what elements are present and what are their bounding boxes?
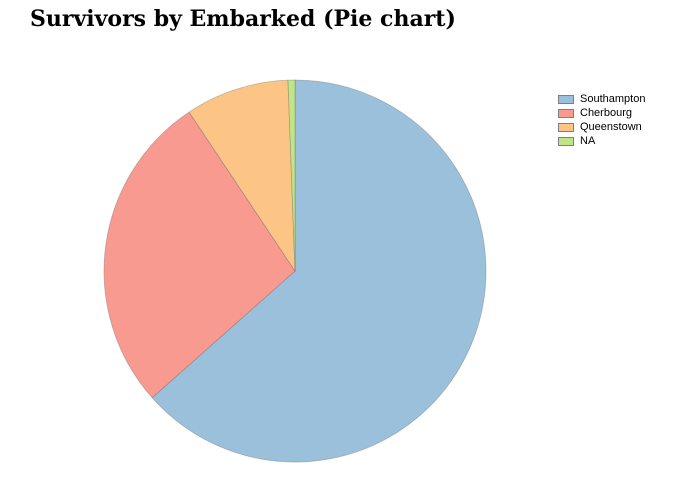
legend-item-queenstown: Queenstown [558,120,645,134]
legend-item-cherbourg: Cherbourg [558,106,645,120]
pie-slice-queenstown [188,79,296,273]
pie-slice-na [287,79,296,272]
pie-slice-southampton [151,79,487,463]
pie-slice-cherbourg [103,111,296,399]
legend-swatch-southampton [558,94,574,104]
legend-label-southampton: Southampton [580,93,646,105]
legend-swatch-cherbourg [558,108,574,118]
legend: Southampton Cherbourg Queenstown NA [558,92,645,148]
legend-swatch-na [558,136,574,146]
legend-label-queenstown: Queenstown [580,121,642,133]
pie-slices [103,79,487,463]
legend-item-na: NA [558,134,645,148]
chart-title: Survivors by Embarked (Pie chart) [30,6,456,32]
legend-item-southampton: Southampton [558,92,645,106]
legend-label-na: NA [580,135,596,147]
legend-swatch-queenstown [558,122,574,132]
legend-label-cherbourg: Cherbourg [580,107,632,119]
